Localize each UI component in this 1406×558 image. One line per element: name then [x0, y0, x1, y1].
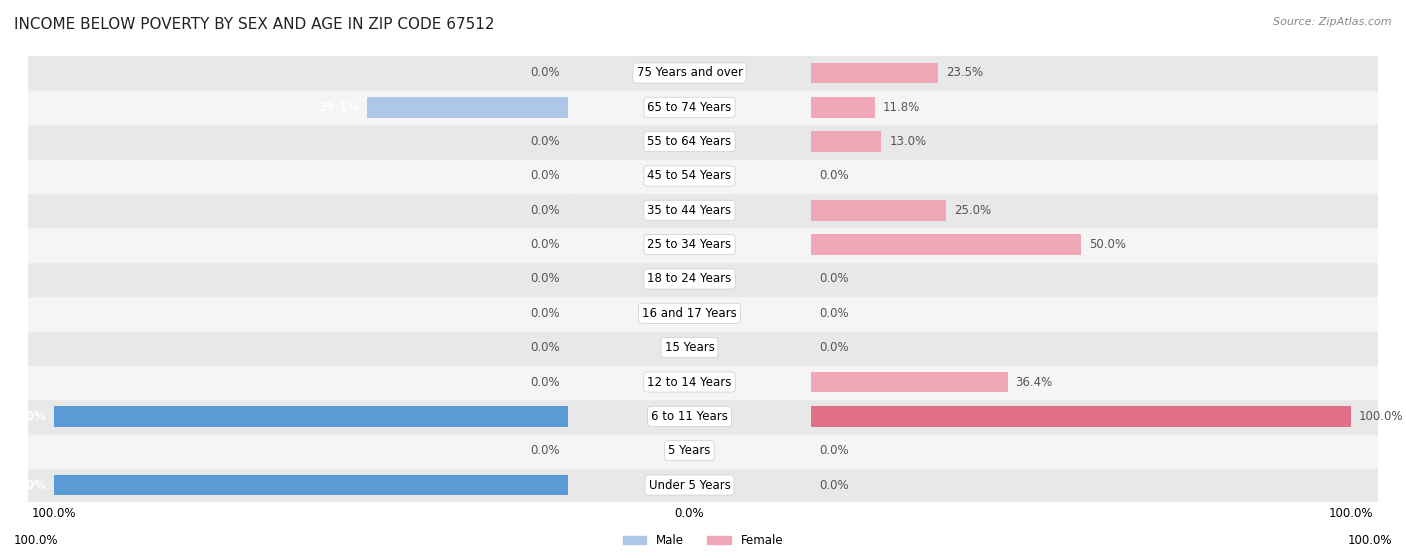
Bar: [28, 228, 568, 262]
Bar: [568, 228, 811, 262]
Bar: [28, 90, 568, 124]
Text: 0.0%: 0.0%: [530, 204, 561, 217]
Bar: [811, 131, 882, 152]
Text: 25.0%: 25.0%: [955, 204, 991, 217]
Bar: [568, 365, 811, 399]
Bar: [28, 56, 568, 90]
Bar: [568, 90, 811, 124]
Text: 0.0%: 0.0%: [820, 307, 849, 320]
Bar: [811, 228, 1378, 262]
Text: 0.0%: 0.0%: [530, 135, 561, 148]
Text: 0.0%: 0.0%: [530, 341, 561, 354]
Bar: [568, 124, 811, 159]
Text: INCOME BELOW POVERTY BY SEX AND AGE IN ZIP CODE 67512: INCOME BELOW POVERTY BY SEX AND AGE IN Z…: [14, 17, 495, 32]
Text: 0.0%: 0.0%: [530, 272, 561, 286]
Text: 0.0%: 0.0%: [530, 66, 561, 79]
Text: 25 to 34 Years: 25 to 34 Years: [647, 238, 731, 251]
Text: 16 and 17 Years: 16 and 17 Years: [643, 307, 737, 320]
Bar: [811, 124, 1378, 159]
Bar: [568, 399, 811, 434]
Bar: [28, 399, 568, 434]
Text: 0.0%: 0.0%: [820, 272, 849, 286]
Text: 45 to 54 Years: 45 to 54 Years: [647, 170, 731, 182]
Bar: [568, 434, 811, 468]
Text: 0.0%: 0.0%: [530, 444, 561, 457]
Bar: [811, 62, 938, 83]
Bar: [811, 262, 1378, 296]
Text: 13.0%: 13.0%: [889, 135, 927, 148]
Bar: [568, 262, 811, 296]
Text: 23.5%: 23.5%: [946, 66, 983, 79]
Bar: [28, 296, 568, 330]
Bar: [568, 56, 811, 90]
Bar: [811, 193, 1378, 228]
Bar: [28, 468, 568, 502]
Text: 0.0%: 0.0%: [820, 170, 849, 182]
Text: 5 Years: 5 Years: [668, 444, 710, 457]
Text: 100.0%: 100.0%: [1347, 534, 1392, 547]
Bar: [811, 365, 1378, 399]
Bar: [811, 434, 1378, 468]
Bar: [28, 124, 568, 159]
Bar: [811, 90, 1378, 124]
Bar: [568, 296, 811, 330]
Text: 12 to 14 Years: 12 to 14 Years: [647, 376, 731, 388]
Bar: [568, 330, 811, 365]
Text: 15 Years: 15 Years: [665, 341, 714, 354]
Text: 100.0%: 100.0%: [0, 479, 46, 492]
Text: 39.1%: 39.1%: [318, 101, 360, 114]
Bar: [811, 468, 1378, 502]
Bar: [811, 406, 1351, 427]
Text: 35 to 44 Years: 35 to 44 Years: [647, 204, 731, 217]
Text: Under 5 Years: Under 5 Years: [648, 479, 731, 492]
Text: 36.4%: 36.4%: [1015, 376, 1053, 388]
Bar: [28, 193, 568, 228]
Text: 0.0%: 0.0%: [530, 170, 561, 182]
Bar: [28, 159, 568, 193]
Bar: [28, 262, 568, 296]
Text: Source: ZipAtlas.com: Source: ZipAtlas.com: [1274, 17, 1392, 27]
Text: 0.0%: 0.0%: [530, 238, 561, 251]
Text: 0.0%: 0.0%: [530, 307, 561, 320]
Bar: [53, 475, 568, 496]
Bar: [28, 330, 568, 365]
Bar: [811, 372, 1008, 392]
Bar: [568, 193, 811, 228]
Bar: [811, 56, 1378, 90]
Bar: [367, 97, 568, 118]
Text: 75 Years and over: 75 Years and over: [637, 66, 742, 79]
Bar: [811, 330, 1378, 365]
Bar: [568, 159, 811, 193]
Text: 0.0%: 0.0%: [820, 341, 849, 354]
Bar: [568, 468, 811, 502]
Bar: [28, 434, 568, 468]
Text: 11.8%: 11.8%: [883, 101, 920, 114]
Bar: [811, 234, 1081, 255]
Text: 18 to 24 Years: 18 to 24 Years: [647, 272, 731, 286]
Text: 100.0%: 100.0%: [1360, 410, 1403, 423]
Text: 6 to 11 Years: 6 to 11 Years: [651, 410, 728, 423]
Text: 100.0%: 100.0%: [14, 534, 59, 547]
Bar: [811, 97, 875, 118]
Text: 0.0%: 0.0%: [820, 479, 849, 492]
Text: 0.0%: 0.0%: [820, 444, 849, 457]
Text: 0.0%: 0.0%: [530, 376, 561, 388]
Bar: [811, 296, 1378, 330]
Bar: [811, 159, 1378, 193]
Bar: [811, 399, 1378, 434]
Text: 50.0%: 50.0%: [1090, 238, 1126, 251]
Bar: [28, 365, 568, 399]
Text: 65 to 74 Years: 65 to 74 Years: [647, 101, 731, 114]
Text: 55 to 64 Years: 55 to 64 Years: [647, 135, 731, 148]
Bar: [811, 200, 946, 220]
Bar: [53, 406, 568, 427]
Legend: Male, Female: Male, Female: [619, 530, 787, 552]
Text: 100.0%: 100.0%: [0, 410, 46, 423]
